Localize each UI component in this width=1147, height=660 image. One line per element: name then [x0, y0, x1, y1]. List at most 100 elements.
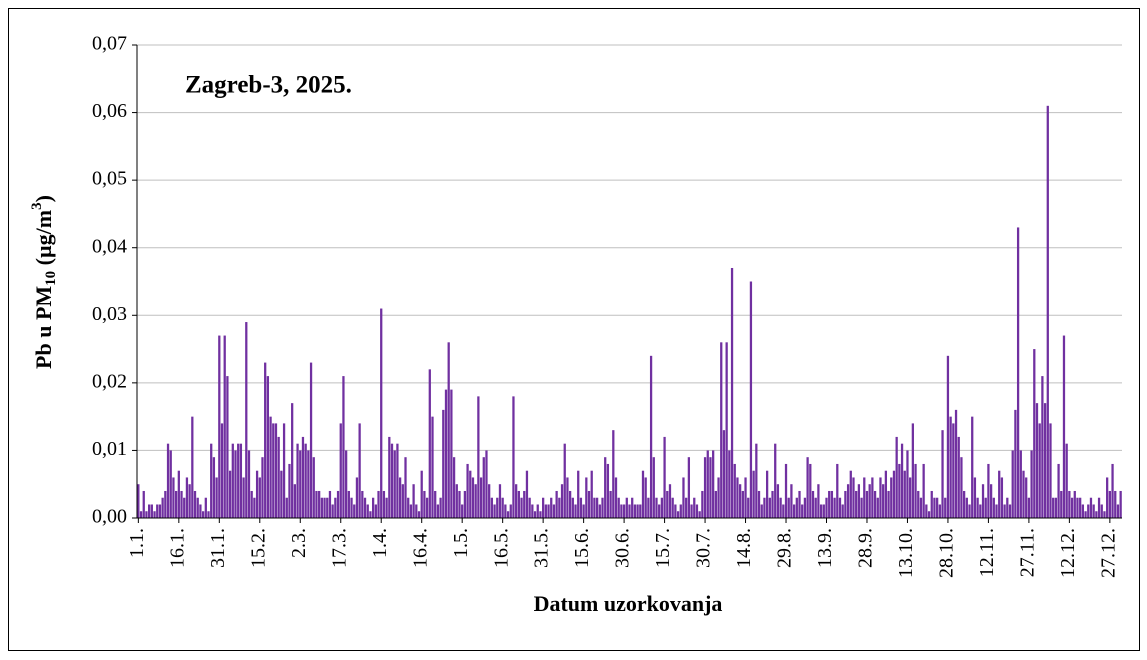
- bar: [412, 484, 415, 518]
- bar: [334, 497, 337, 518]
- bar: [622, 504, 626, 518]
- bar: [539, 511, 542, 518]
- bar: [145, 511, 148, 518]
- bar: [725, 342, 728, 518]
- bar: [841, 504, 844, 518]
- bar: [660, 497, 664, 518]
- bar: [434, 490, 437, 518]
- bar: [919, 497, 923, 518]
- x-tick-label: 29.8.: [774, 528, 796, 568]
- bar: [927, 511, 931, 518]
- bar: [1087, 504, 1090, 518]
- bar: [393, 450, 396, 518]
- bar: [846, 484, 850, 518]
- bar: [544, 504, 547, 518]
- bar: [747, 497, 750, 518]
- bar: [280, 470, 283, 518]
- bar: [822, 504, 825, 518]
- bar: [1060, 490, 1063, 518]
- bar: [512, 396, 515, 518]
- bar: [1025, 477, 1028, 518]
- bar: [139, 511, 143, 518]
- bar: [628, 504, 631, 518]
- bar: [436, 504, 440, 518]
- bar: [674, 504, 677, 518]
- bar: [1100, 504, 1103, 518]
- bar: [137, 484, 140, 518]
- bar: [342, 376, 345, 518]
- x-tick-label: 31.5.: [531, 528, 553, 568]
- bar: [668, 484, 672, 518]
- bar: [523, 490, 526, 518]
- bar: [998, 470, 1001, 518]
- bar: [272, 423, 275, 518]
- bar: [174, 490, 178, 518]
- x-tick-label: 1.4.: [369, 528, 391, 558]
- bar: [946, 355, 950, 518]
- bar: [639, 504, 642, 518]
- bar: [606, 463, 610, 518]
- bar: [801, 504, 804, 518]
- bar: [482, 457, 485, 518]
- bar: [712, 450, 715, 518]
- bar: [739, 484, 742, 518]
- x-tick-label: 13.9.: [814, 528, 836, 568]
- bar: [784, 463, 788, 518]
- bar: [720, 342, 723, 518]
- bar: [614, 477, 618, 518]
- bar: [663, 436, 666, 518]
- bar: [218, 335, 221, 518]
- bar: [374, 504, 377, 518]
- bar: [1052, 497, 1055, 518]
- bar: [485, 450, 488, 518]
- bar: [582, 504, 585, 518]
- bar: [925, 504, 928, 518]
- bar: [585, 477, 588, 518]
- bar: [776, 484, 780, 518]
- bar: [1119, 490, 1122, 518]
- bar: [304, 443, 307, 518]
- bar: [1016, 227, 1020, 518]
- bar: [331, 504, 334, 518]
- x-tick-label: 16.5.: [490, 528, 512, 568]
- y-label-part: ): [31, 195, 56, 202]
- bar: [150, 504, 153, 518]
- bar: [1019, 450, 1022, 518]
- bar: [636, 504, 639, 518]
- bar: [892, 470, 896, 518]
- bar: [444, 389, 448, 518]
- y-tick-label: 0,04: [92, 235, 127, 257]
- bar: [728, 450, 731, 518]
- bar: [158, 504, 162, 518]
- bar: [180, 490, 183, 518]
- bar: [504, 504, 507, 518]
- y-tick-label: 0,02: [92, 370, 127, 392]
- bar: [452, 457, 456, 518]
- bar: [706, 450, 709, 518]
- bar: [288, 463, 291, 518]
- bar: [439, 497, 442, 518]
- bar: [744, 477, 747, 518]
- bar: [984, 497, 987, 518]
- bar: [752, 470, 755, 518]
- bar: [687, 457, 691, 518]
- bar: [515, 484, 518, 518]
- bar: [1033, 349, 1036, 518]
- bar: [461, 504, 464, 518]
- bar: [879, 477, 882, 518]
- bar: [1011, 450, 1014, 518]
- bar: [463, 490, 467, 518]
- bar: [188, 484, 191, 518]
- bar: [164, 490, 167, 518]
- bar: [828, 490, 831, 518]
- bar: [220, 423, 224, 518]
- bar: [863, 477, 866, 518]
- bar: [355, 477, 359, 518]
- bar: [293, 484, 297, 518]
- bar: [423, 490, 426, 518]
- x-tick-label: 28.10.: [936, 528, 958, 578]
- bar: [326, 497, 329, 518]
- bar: [156, 504, 159, 518]
- bar: [741, 490, 744, 518]
- bar: [172, 477, 175, 518]
